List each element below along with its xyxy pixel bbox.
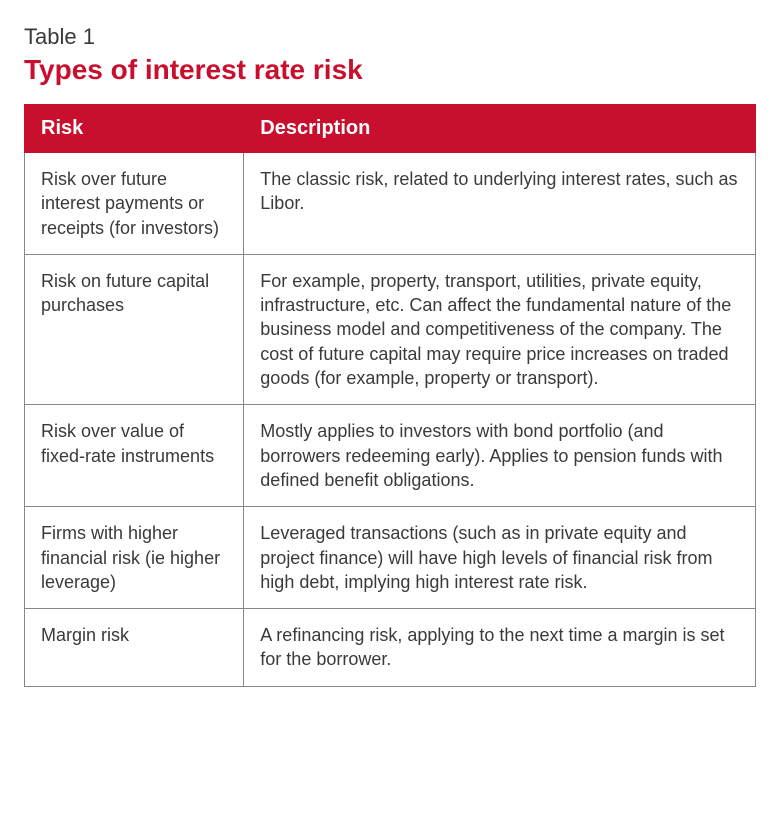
column-header-description: Description: [244, 105, 756, 153]
cell-description: A refinancing risk, applying to the next…: [244, 609, 756, 687]
cell-description: Mostly applies to investors with bond po…: [244, 405, 756, 507]
cell-risk: Firms with higher financial risk (ie hig…: [25, 507, 244, 609]
table-row: Risk on future capital purchases For exa…: [25, 254, 756, 404]
table-title: Types of interest rate risk: [24, 54, 756, 86]
column-header-risk: Risk: [25, 105, 244, 153]
cell-risk: Risk over value of fixed-rate instrument…: [25, 405, 244, 507]
cell-risk: Risk on future capital purchases: [25, 254, 244, 404]
cell-description: Leveraged transactions (such as in priva…: [244, 507, 756, 609]
cell-description: For example, property, transport, utilit…: [244, 254, 756, 404]
table-row: Firms with higher financial risk (ie hig…: [25, 507, 756, 609]
risk-table: Risk Description Risk over future intere…: [24, 104, 756, 687]
table-row: Margin risk A refinancing risk, applying…: [25, 609, 756, 687]
table-row: Risk over value of fixed-rate instrument…: [25, 405, 756, 507]
table-row: Risk over future interest payments or re…: [25, 153, 756, 255]
cell-risk: Margin risk: [25, 609, 244, 687]
table-label: Table 1: [24, 24, 756, 50]
table-header-row: Risk Description: [25, 105, 756, 153]
cell-risk: Risk over future interest payments or re…: [25, 153, 244, 255]
cell-description: The classic risk, related to underlying …: [244, 153, 756, 255]
